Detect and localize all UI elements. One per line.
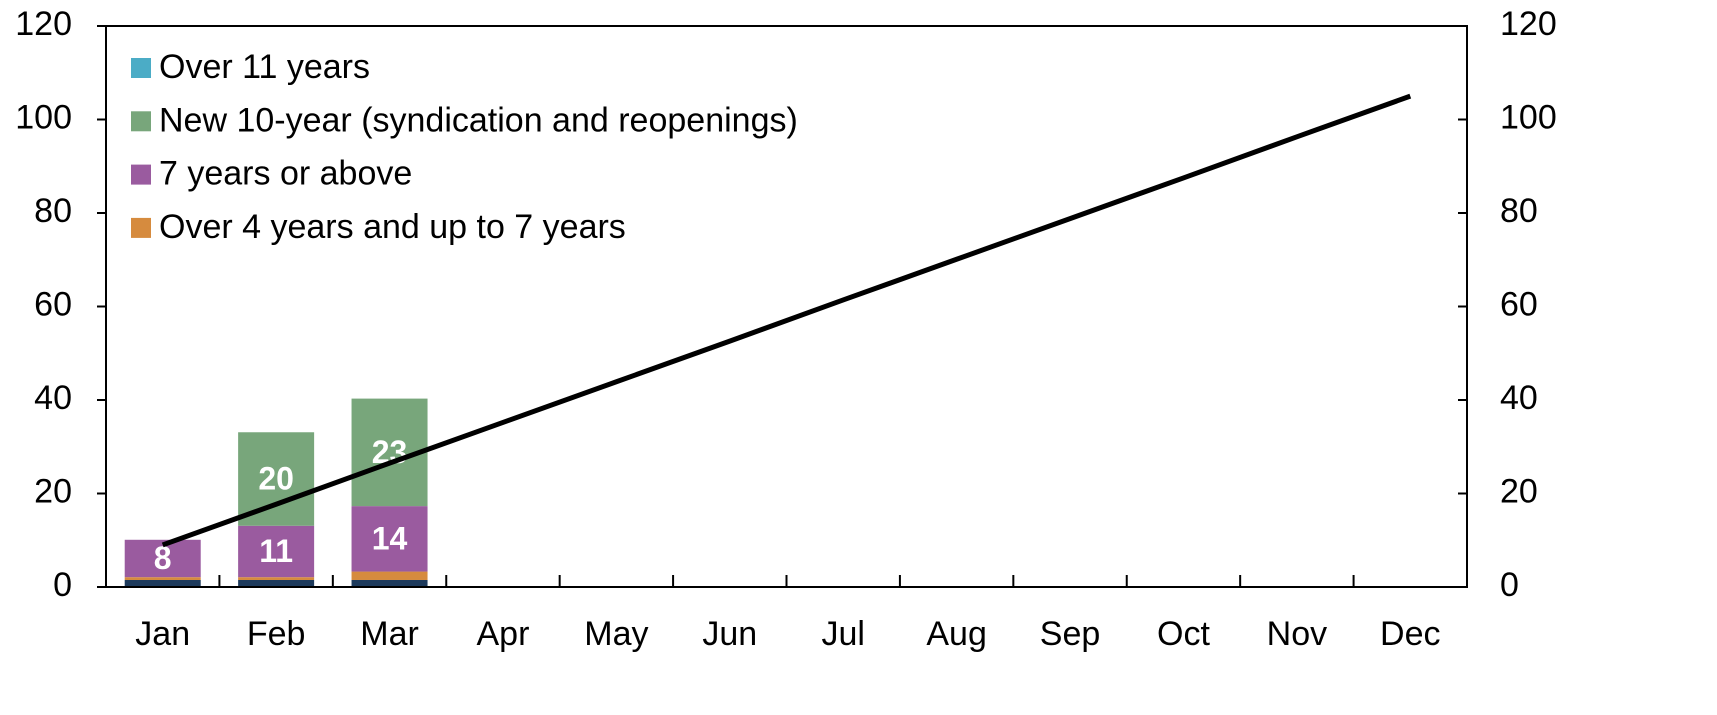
y-tick-label: 60 — [34, 285, 72, 323]
plot-frame — [105, 25, 1468, 588]
bar-segment — [124, 577, 201, 580]
y-tick-label: 0 — [53, 566, 72, 604]
y2-tick-label: 60 — [1500, 285, 1538, 323]
x-tick-label: Jun — [702, 615, 757, 653]
data-label: 8 — [154, 540, 172, 576]
x-tick-label: May — [584, 615, 648, 653]
y2-tick-label: 100 — [1500, 98, 1557, 136]
x-tick-label: Oct — [1157, 615, 1210, 653]
bar-segment — [238, 579, 315, 587]
y2-tick-label: 0 — [1500, 566, 1519, 604]
legend-label: New 10-year (syndication and reopenings) — [159, 101, 798, 139]
legend-swatch — [131, 111, 151, 132]
x-tick-label: Nov — [1267, 615, 1327, 653]
y2-tick-label: 120 — [1500, 5, 1557, 43]
bar-segment — [238, 577, 315, 580]
y-tick-label: 20 — [34, 472, 72, 510]
y-tick-label: 40 — [34, 379, 72, 417]
x-tick-label: Mar — [360, 615, 419, 653]
y-tick-label: 100 — [15, 98, 72, 136]
x-tick-label: Aug — [926, 615, 987, 653]
y-tick-label: 120 — [15, 5, 72, 43]
data-label: 14 — [372, 520, 408, 556]
legend-label: Over 11 years — [159, 48, 370, 86]
legend-label: Over 4 years and up to 7 years — [159, 208, 626, 246]
bar-segment — [124, 579, 201, 587]
data-label: 11 — [259, 533, 293, 569]
legend-swatch — [131, 58, 151, 78]
x-tick-label: Sep — [1040, 615, 1101, 653]
bar-segment — [351, 579, 428, 587]
bar-segment — [124, 539, 201, 578]
x-tick-label: Apr — [476, 615, 529, 653]
bar-segment — [351, 571, 428, 580]
bar-segment — [238, 525, 315, 578]
data-label: 20 — [258, 460, 294, 496]
y-tick-label: 80 — [34, 192, 72, 230]
x-tick-label: Feb — [247, 615, 306, 653]
x-tick-label: Jul — [821, 615, 864, 653]
bar-segment — [238, 432, 315, 526]
x-tick-label: Dec — [1380, 615, 1440, 653]
line — [161, 93, 1412, 548]
legend-label: 7 years or above — [159, 155, 412, 193]
legend-swatch — [131, 217, 151, 238]
y2-tick-label: 20 — [1500, 472, 1538, 510]
y2-tick-label: 40 — [1500, 379, 1538, 417]
legend-swatch — [131, 164, 151, 185]
y2-tick-label: 80 — [1500, 192, 1538, 230]
bar-segment — [351, 506, 428, 572]
x-tick-label: Jan — [135, 615, 190, 653]
